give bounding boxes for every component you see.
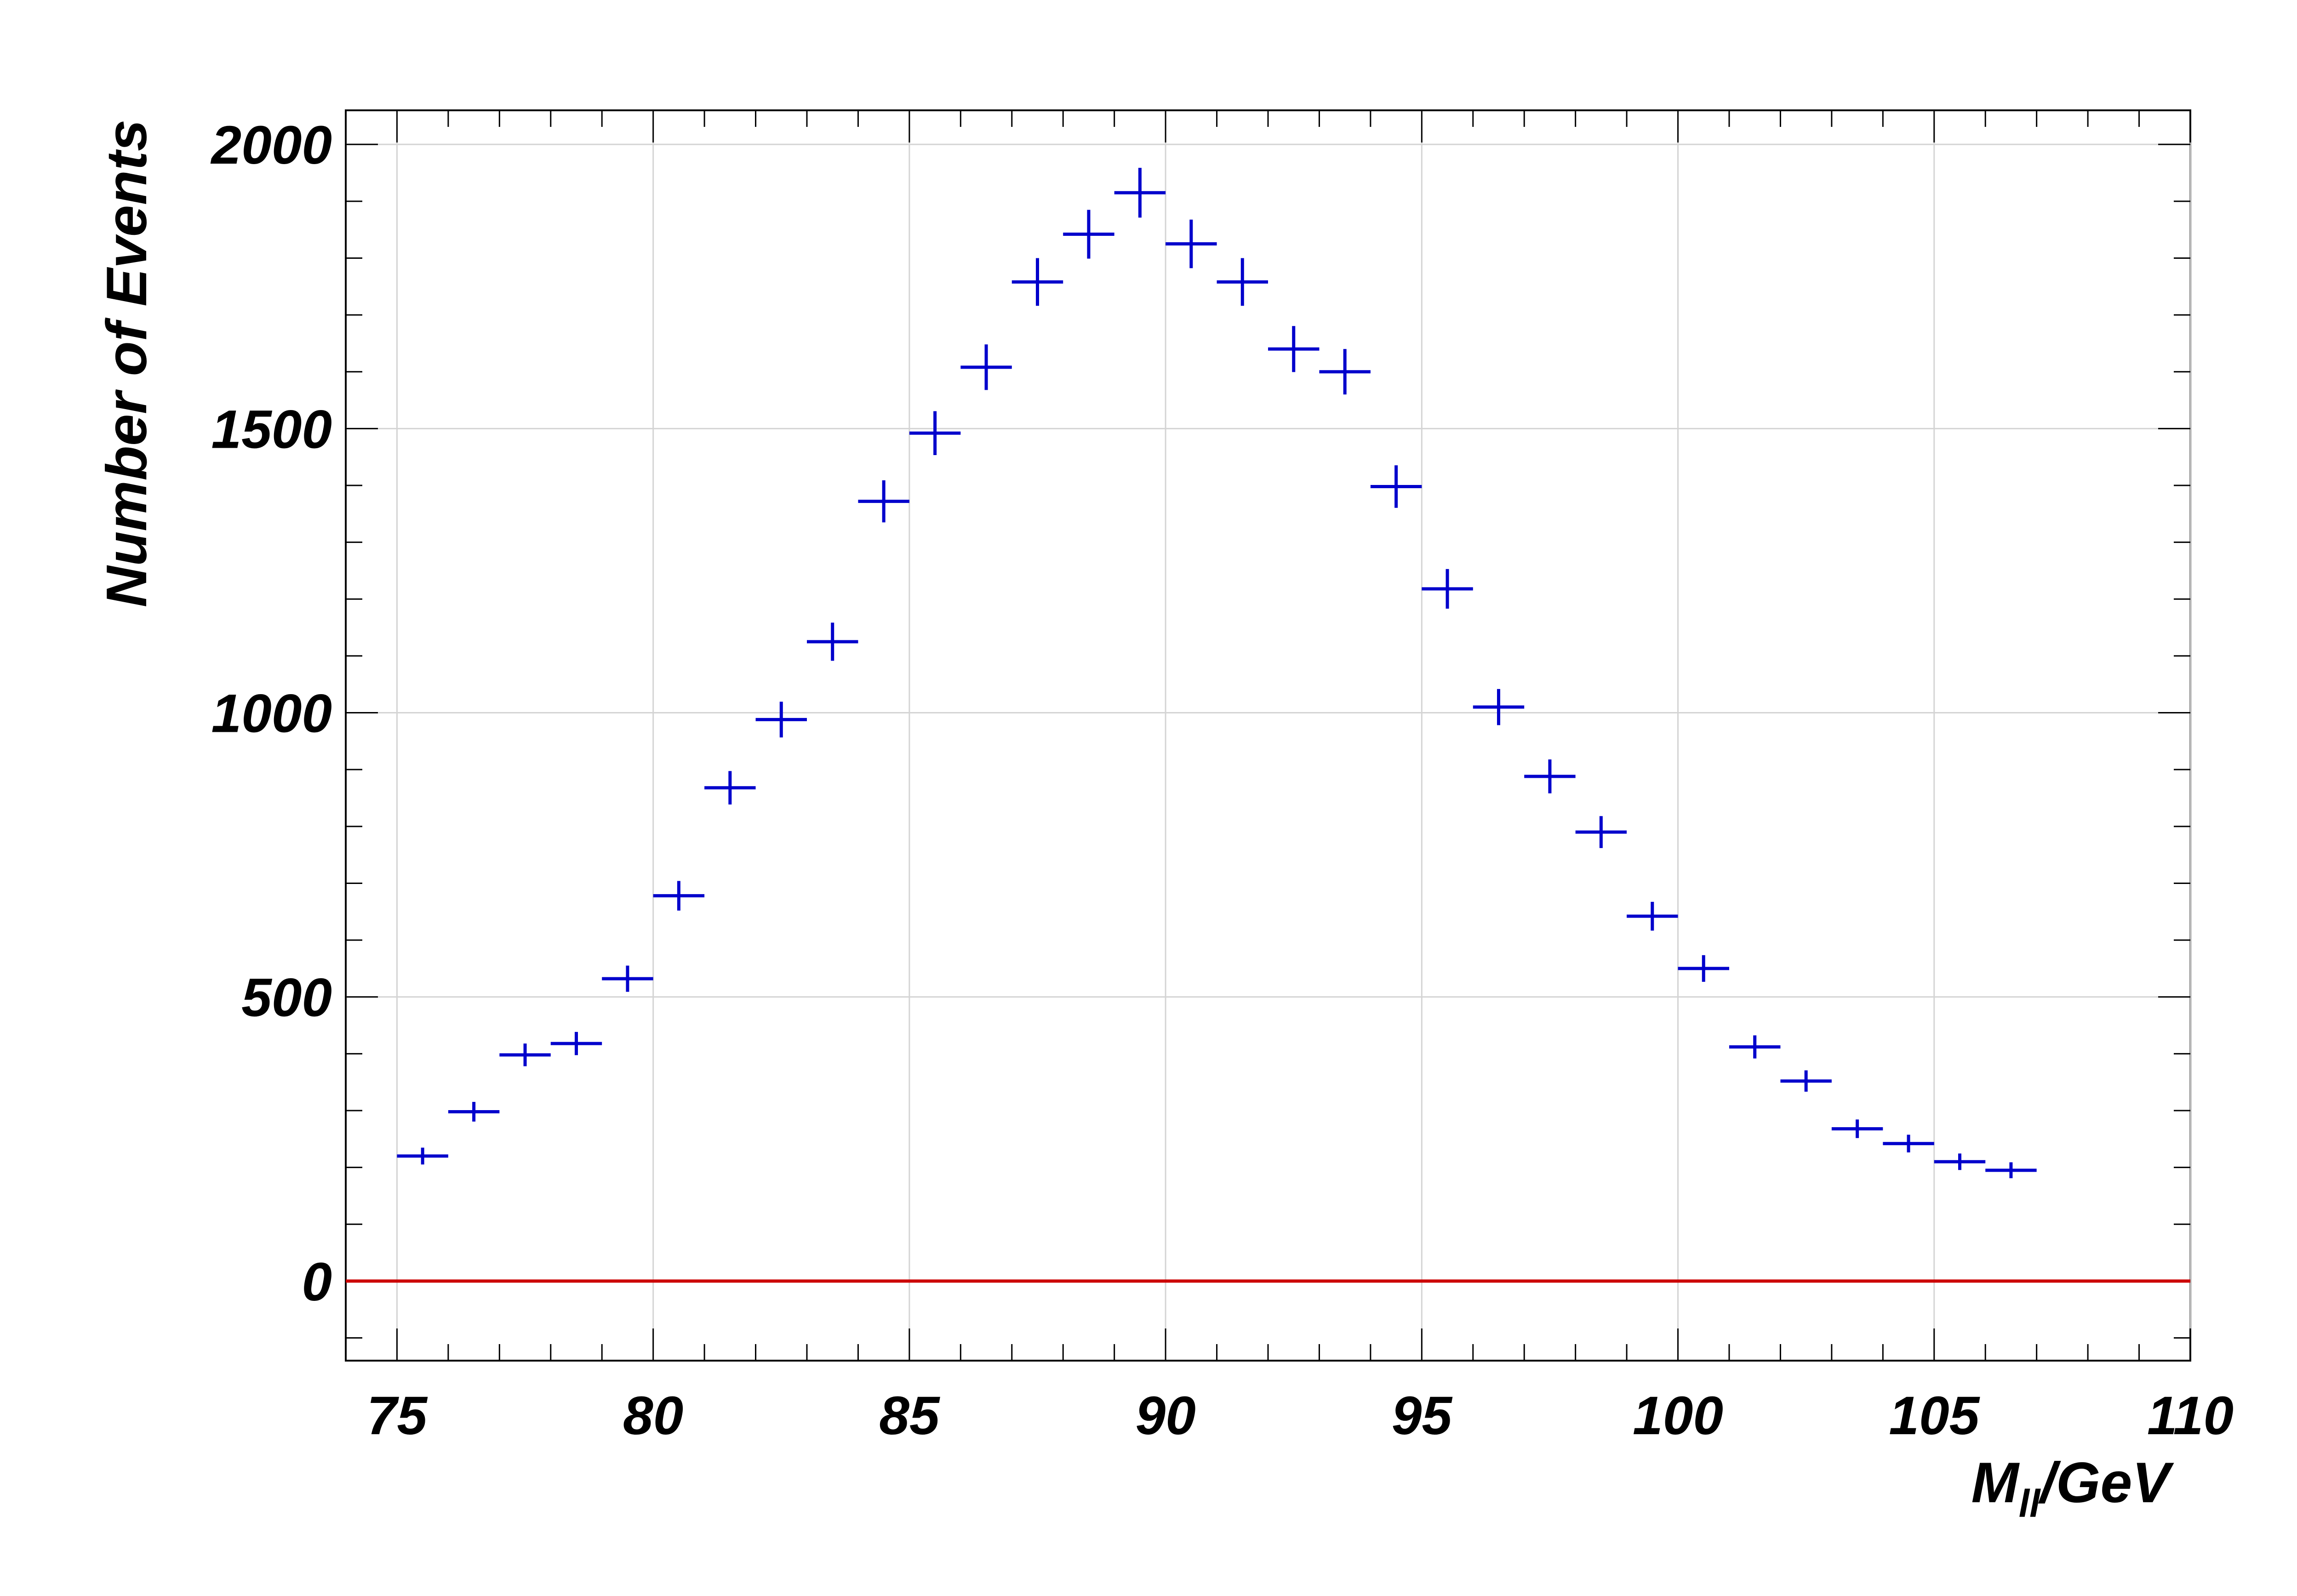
y-tick-label: 0	[302, 1252, 332, 1312]
y-tick-label: 500	[241, 968, 332, 1028]
data-point	[1729, 1035, 1781, 1059]
x-tick-label: 80	[623, 1385, 683, 1446]
data-point	[397, 1147, 448, 1165]
grid-lines	[346, 110, 2191, 1361]
x-tick-label: 85	[879, 1385, 941, 1446]
x-tick-label: 75	[367, 1385, 429, 1446]
data-point	[1063, 210, 1114, 259]
x-axis-title-unit: /GeV	[2038, 1451, 2174, 1515]
data-point	[960, 344, 1012, 390]
data-point	[1575, 816, 1627, 848]
y-tick-label: 1000	[211, 684, 332, 744]
x-axis-title-main: M	[1971, 1451, 2020, 1515]
x-axis-title: Mll/GeV	[1971, 1451, 2174, 1525]
data-point	[909, 411, 961, 456]
x-tick-label: 100	[1633, 1385, 1723, 1446]
x-tick-label: 105	[1889, 1385, 1980, 1446]
data-point	[448, 1102, 500, 1122]
x-tick-label: 110	[2147, 1385, 2234, 1446]
data-point	[1831, 1119, 1883, 1138]
y-tick-label: 2000	[210, 115, 332, 176]
data-point	[1780, 1070, 1832, 1092]
data-point	[1627, 901, 1678, 931]
x-axis-title-subscript: ll	[2019, 1482, 2041, 1525]
x-tick-labels: 75 80 85 90 95 100 105 110	[367, 1385, 2234, 1446]
data-point	[499, 1043, 551, 1066]
data-point	[602, 965, 653, 992]
data-point	[1114, 168, 1166, 218]
data-point	[755, 701, 807, 738]
data-point	[1422, 569, 1473, 609]
data-point	[1678, 955, 1729, 982]
y-tick-labels: 0 500 1000 1500 2000	[210, 115, 332, 1312]
data-point	[1985, 1162, 2037, 1179]
data-point	[704, 771, 756, 805]
data-point	[1319, 349, 1371, 395]
x-tick-label: 90	[1135, 1385, 1195, 1446]
data-point	[1011, 258, 1063, 306]
data-point	[1883, 1134, 1934, 1152]
data-point	[1473, 689, 1525, 725]
data-point	[1268, 326, 1320, 372]
data-point	[1524, 759, 1576, 793]
data-point	[1934, 1153, 1986, 1170]
y-axis-title: Number of Events	[95, 120, 159, 607]
data-point	[807, 622, 858, 661]
data-point	[1166, 219, 1217, 268]
axis-ticks	[345, 110, 2191, 1361]
data-point	[550, 1032, 602, 1055]
data-point	[858, 480, 909, 523]
y-tick-label: 1500	[211, 399, 332, 460]
plot-frame	[345, 109, 2191, 1362]
x-tick-label: 95	[1392, 1385, 1453, 1446]
data-point	[1370, 465, 1422, 508]
data-point	[1217, 258, 1268, 306]
data-marks	[346, 168, 2190, 1283]
data-point	[653, 881, 705, 911]
